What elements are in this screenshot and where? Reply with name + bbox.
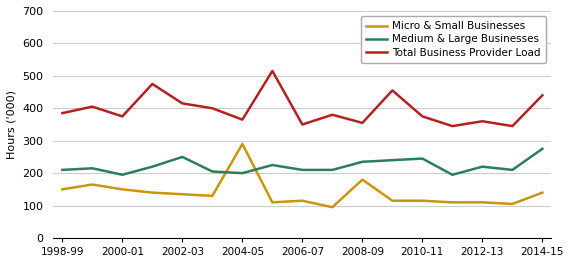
Total Business Provider Load bbox=[389, 89, 396, 92]
Total Business Provider Load bbox=[359, 121, 366, 124]
Micro & Small Businesses bbox=[89, 183, 96, 186]
Total Business Provider Load bbox=[59, 112, 66, 115]
Medium & Large Businesses bbox=[479, 165, 486, 168]
Total Business Provider Load bbox=[179, 102, 186, 105]
Total Business Provider Load bbox=[89, 105, 96, 108]
Micro & Small Businesses bbox=[419, 199, 426, 202]
Medium & Large Businesses bbox=[509, 168, 516, 172]
Total Business Provider Load bbox=[449, 125, 456, 128]
Medium & Large Businesses bbox=[359, 160, 366, 163]
Micro & Small Businesses bbox=[539, 191, 546, 194]
Micro & Small Businesses bbox=[449, 201, 456, 204]
Total Business Provider Load bbox=[329, 113, 336, 116]
Total Business Provider Load bbox=[509, 125, 516, 128]
Medium & Large Businesses bbox=[179, 155, 186, 158]
Total Business Provider Load bbox=[149, 82, 156, 86]
Total Business Provider Load bbox=[479, 120, 486, 123]
Micro & Small Businesses bbox=[179, 193, 186, 196]
Micro & Small Businesses bbox=[119, 188, 126, 191]
Medium & Large Businesses bbox=[239, 172, 246, 175]
Line: Medium & Large Businesses: Medium & Large Businesses bbox=[62, 149, 542, 175]
Medium & Large Businesses bbox=[329, 168, 336, 172]
Medium & Large Businesses bbox=[449, 173, 456, 176]
Medium & Large Businesses bbox=[89, 167, 96, 170]
Micro & Small Businesses bbox=[389, 199, 396, 202]
Micro & Small Businesses bbox=[329, 206, 336, 209]
Medium & Large Businesses bbox=[419, 157, 426, 160]
Micro & Small Businesses bbox=[359, 178, 366, 181]
Total Business Provider Load bbox=[209, 107, 216, 110]
Micro & Small Businesses bbox=[149, 191, 156, 194]
Total Business Provider Load bbox=[239, 118, 246, 121]
Total Business Provider Load bbox=[419, 115, 426, 118]
Medium & Large Businesses bbox=[149, 165, 156, 168]
Medium & Large Businesses bbox=[59, 168, 66, 172]
Line: Micro & Small Businesses: Micro & Small Businesses bbox=[62, 144, 542, 207]
Medium & Large Businesses bbox=[209, 170, 216, 173]
Line: Total Business Provider Load: Total Business Provider Load bbox=[62, 71, 542, 126]
Y-axis label: Hours ('000): Hours ('000) bbox=[7, 90, 17, 159]
Medium & Large Businesses bbox=[269, 163, 276, 167]
Micro & Small Businesses bbox=[239, 142, 246, 145]
Medium & Large Businesses bbox=[539, 147, 546, 150]
Micro & Small Businesses bbox=[59, 188, 66, 191]
Medium & Large Businesses bbox=[389, 159, 396, 162]
Total Business Provider Load bbox=[539, 94, 546, 97]
Micro & Small Businesses bbox=[299, 199, 306, 202]
Legend: Micro & Small Businesses, Medium & Large Businesses, Total Business Provider Loa: Micro & Small Businesses, Medium & Large… bbox=[361, 16, 546, 63]
Micro & Small Businesses bbox=[209, 194, 216, 197]
Micro & Small Businesses bbox=[509, 202, 516, 206]
Medium & Large Businesses bbox=[119, 173, 126, 176]
Medium & Large Businesses bbox=[299, 168, 306, 172]
Total Business Provider Load bbox=[299, 123, 306, 126]
Micro & Small Businesses bbox=[269, 201, 276, 204]
Micro & Small Businesses bbox=[479, 201, 486, 204]
Total Business Provider Load bbox=[119, 115, 126, 118]
Total Business Provider Load bbox=[269, 69, 276, 73]
